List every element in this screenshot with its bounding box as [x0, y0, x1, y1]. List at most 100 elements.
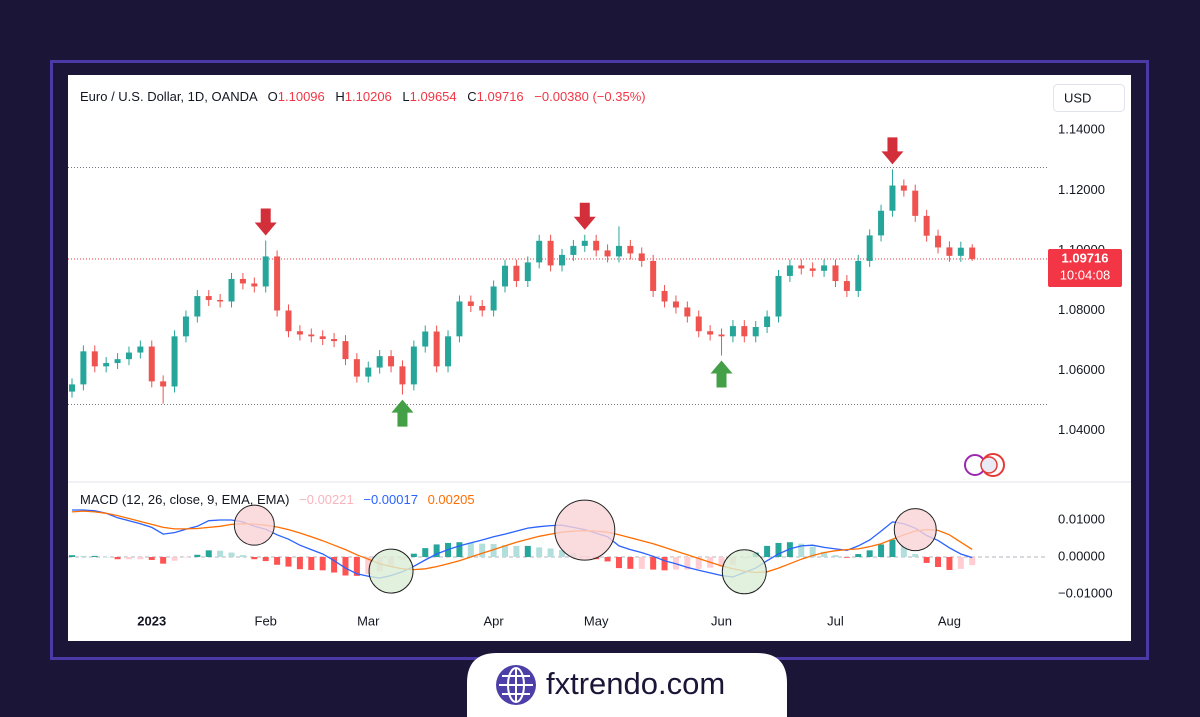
candle-body — [969, 247, 976, 259]
histogram-bar — [228, 552, 235, 558]
histogram-bar — [490, 544, 497, 558]
candle-body — [171, 336, 178, 387]
histogram-bar — [809, 546, 816, 558]
histogram-bar — [900, 545, 907, 558]
price-pane: 1.040001.060001.080001.100001.120001.140… — [68, 122, 1122, 437]
histogram-bar — [308, 557, 315, 570]
candle-body — [353, 359, 360, 377]
up-arrow — [710, 360, 733, 388]
candle-body — [80, 351, 87, 385]
candle-body — [148, 346, 155, 382]
x-tick-label: Feb — [255, 613, 277, 628]
histogram-bar — [604, 557, 611, 562]
x-tick-label: Apr — [483, 613, 504, 628]
crossover-circle — [554, 499, 616, 561]
candle-body — [217, 299, 224, 302]
histogram-bar — [285, 557, 292, 567]
histogram-bar — [331, 557, 338, 573]
candle-body — [741, 326, 748, 337]
candle-body — [615, 245, 622, 257]
histogram-bar — [205, 550, 212, 558]
histogram-bar — [262, 557, 269, 562]
histogram-bar — [627, 557, 634, 569]
candle-body — [467, 301, 474, 306]
candle-body — [661, 290, 668, 302]
candle-body — [490, 286, 497, 311]
histogram-bar — [957, 557, 964, 569]
currency-button[interactable] — [1053, 84, 1125, 112]
histogram-bar — [524, 545, 531, 558]
change: −0.00380 (−0.35%) — [534, 89, 645, 104]
macd-line — [71, 510, 973, 574]
candle-body — [422, 331, 429, 347]
candle-body — [900, 185, 907, 191]
footer-badge — [467, 653, 787, 717]
down-arrow — [881, 137, 904, 165]
candle-body — [342, 341, 349, 360]
x-tick-label: Jul — [827, 613, 844, 628]
y-tick-label: 1.06000 — [1058, 362, 1105, 377]
candle-body — [627, 245, 634, 254]
icon — [980, 456, 998, 474]
candle-body — [547, 240, 554, 266]
histogram-bar — [137, 557, 144, 560]
histogram-bar — [125, 557, 132, 560]
histogram-bar — [353, 557, 360, 576]
candle-body — [91, 351, 98, 367]
ohlc-value: 1.10206 — [345, 89, 392, 104]
ohlc-name: H — [335, 89, 344, 104]
crossover-circle — [721, 549, 767, 595]
histogram-bar — [91, 555, 98, 558]
candle-body — [376, 356, 383, 368]
histogram-bar — [513, 545, 520, 558]
histogram-bar — [798, 543, 805, 558]
candle-body — [843, 281, 850, 291]
candle-body — [798, 265, 805, 269]
y-tick-label: 0.00000 — [1058, 548, 1105, 563]
candle-body — [513, 265, 520, 282]
candle-body — [957, 247, 964, 256]
histogram-bar — [239, 555, 246, 558]
candle-body — [365, 367, 372, 377]
x-tick-label: Mar — [357, 613, 380, 628]
candle-body — [433, 331, 440, 367]
ohlc-value: 1.09654 — [410, 89, 457, 104]
histogram-bar — [251, 557, 258, 560]
candle-body — [855, 260, 862, 291]
histogram-bar — [536, 547, 543, 558]
histogram-bar — [764, 545, 771, 558]
candle-body — [399, 366, 406, 385]
histogram-bar — [558, 549, 565, 558]
y-tick-label: 1.12000 — [1058, 182, 1105, 197]
histogram-bar — [422, 548, 429, 558]
x-tick-label: Aug — [938, 613, 961, 628]
watermark-icons — [964, 453, 1005, 477]
candle-body — [946, 247, 953, 256]
candle-body — [114, 359, 121, 364]
macd-title: MACD (12, 26, close, 9, EMA, EMA) — [80, 492, 290, 507]
histogram-bar — [615, 557, 622, 569]
candle-body — [695, 316, 702, 332]
candle-body — [638, 253, 645, 261]
candle-body — [558, 254, 565, 266]
histogram-last: −0.00221 — [299, 492, 354, 507]
histogram-bar — [855, 554, 862, 558]
histogram-bar — [889, 539, 896, 558]
countdown: 10:04:08 — [1060, 267, 1111, 282]
candle-body — [285, 310, 292, 332]
macd-last: −0.00017 — [363, 492, 418, 507]
symbol-title: Euro / U.S. Dollar, 1D, OANDA — [80, 89, 258, 104]
candle-body — [672, 301, 679, 308]
histogram-bar — [638, 557, 645, 569]
histogram-bar — [342, 557, 349, 576]
candle-body — [137, 346, 144, 353]
signal-last: 0.00205 — [428, 492, 475, 507]
candle-body — [410, 346, 417, 385]
histogram-bar — [171, 557, 178, 561]
macd-pane: −0.01000 0.00000 0.01000 2023 Feb Mar Apr May Ju… — [68, 499, 1113, 628]
histogram-bar — [80, 555, 87, 558]
candle-body — [194, 296, 201, 317]
ohlc-value: 1.09716 — [477, 89, 524, 104]
candle-body — [809, 268, 816, 271]
